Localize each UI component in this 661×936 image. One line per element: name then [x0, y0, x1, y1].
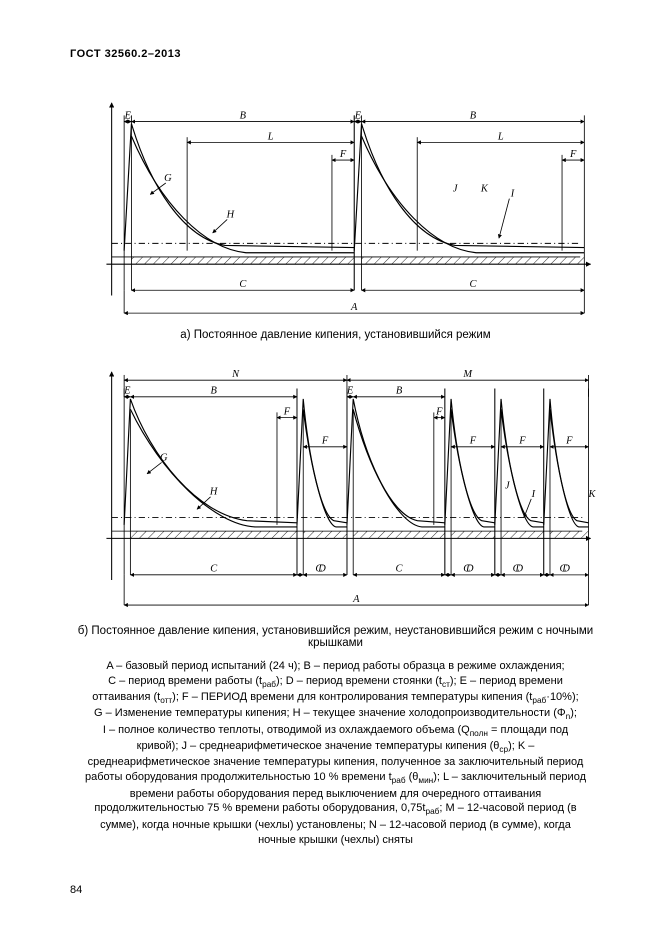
- legend-text: A – базовый период испытаний (24 ч); B –…: [70, 659, 601, 847]
- svg-text:I: I: [531, 489, 536, 500]
- svg-text:G: G: [164, 173, 172, 184]
- legend-line: C – период времени работы (tраб); D – пе…: [70, 674, 601, 690]
- legend-line: продолжительностью 75 % времени работы о…: [70, 801, 601, 817]
- svg-text:J: J: [453, 183, 459, 194]
- legend-line: среднеарифметическое значение температур…: [70, 755, 601, 770]
- svg-text:A: A: [350, 302, 358, 313]
- svg-text:E: E: [354, 110, 362, 121]
- doc-standard: ГОСТ 32560.2–2013: [70, 48, 601, 60]
- svg-text:C: C: [396, 564, 404, 575]
- svg-text:K: K: [588, 489, 597, 500]
- svg-text:C: C: [463, 564, 471, 575]
- svg-text:F: F: [283, 407, 291, 418]
- svg-text:C: C: [469, 279, 477, 290]
- legend-line: оттаивания (tотт); F – ПЕРИОД времени дл…: [70, 690, 601, 706]
- svg-text:K: K: [480, 183, 489, 194]
- svg-text:F: F: [569, 149, 577, 160]
- legend-line: кривой); J – среднеарифметическое значен…: [70, 739, 601, 755]
- svg-text:G: G: [160, 453, 168, 464]
- svg-text:C: C: [315, 564, 323, 575]
- svg-text:J: J: [505, 481, 511, 492]
- svg-text:F: F: [469, 436, 477, 447]
- svg-text:E: E: [124, 110, 132, 121]
- legend-line: сумме), когда ночные крышки (чехлы) уста…: [70, 818, 601, 833]
- svg-text:C: C: [513, 564, 521, 575]
- svg-text:F: F: [435, 407, 443, 418]
- svg-text:L: L: [497, 131, 504, 142]
- svg-text:A: A: [352, 594, 360, 605]
- svg-text:F: F: [321, 436, 329, 447]
- svg-text:F: F: [339, 149, 347, 160]
- svg-text:B: B: [211, 386, 218, 397]
- figure-a: E B L F C G H E B L F C J K I A а) Постоянное давление …: [70, 82, 601, 341]
- svg-text:C: C: [210, 564, 218, 575]
- page-number: 84: [70, 884, 82, 896]
- svg-text:C: C: [560, 564, 568, 575]
- legend-line: A – базовый период испытаний (24 ч); B –…: [70, 659, 601, 674]
- svg-text:B: B: [240, 110, 247, 121]
- svg-text:I: I: [510, 189, 515, 200]
- svg-text:H: H: [209, 487, 218, 498]
- legend-line: ночные крышки (чехлы) сняты: [70, 833, 601, 848]
- svg-text:N: N: [231, 369, 240, 380]
- legend-line: времени работы оборудования перед выключ…: [70, 787, 601, 802]
- figA-caption: а) Постоянное давление кипения, установи…: [70, 329, 601, 341]
- svg-text:B: B: [470, 110, 477, 121]
- legend-line: работы оборудования продолжительностью 1…: [70, 770, 601, 786]
- svg-text:L: L: [267, 131, 274, 142]
- figure-b: EBFCGHF DCEBFCF DCF DCF DCJIKNMA б) Пост…: [70, 351, 601, 649]
- figB-caption: б) Постоянное давление кипения, установи…: [70, 625, 601, 649]
- svg-text:F: F: [518, 436, 526, 447]
- svg-text:H: H: [226, 209, 235, 220]
- svg-text:B: B: [396, 386, 403, 397]
- svg-text:F: F: [565, 436, 573, 447]
- svg-text:M: M: [462, 369, 473, 380]
- legend-line: G – Изменение температуры кипения; H – т…: [70, 706, 601, 722]
- legend-line: I – полное количество теплоты, отводимой…: [70, 723, 601, 739]
- svg-text:C: C: [239, 279, 247, 290]
